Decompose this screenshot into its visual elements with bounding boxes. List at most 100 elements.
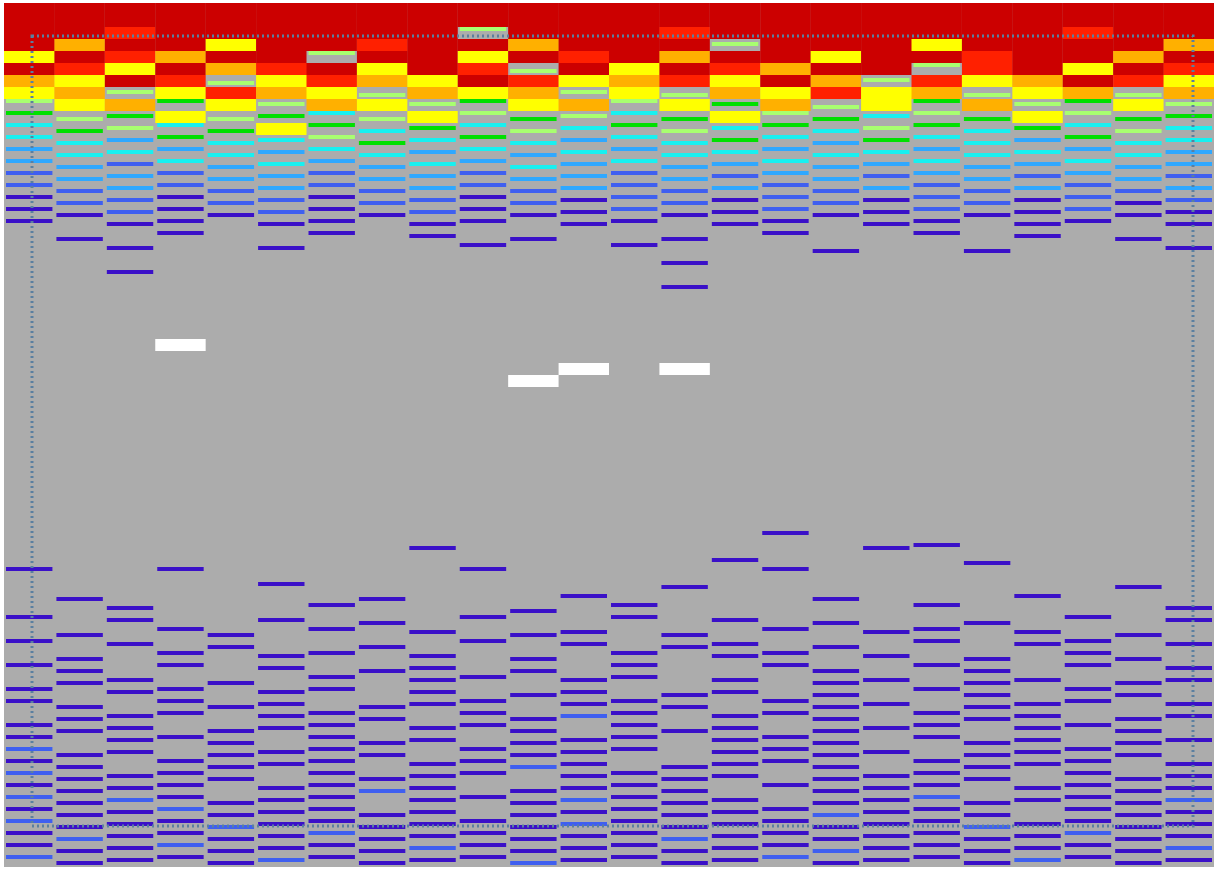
cell: [106, 210, 154, 214]
cell: [459, 207, 507, 211]
cell: [157, 663, 204, 667]
cell: [4, 75, 55, 87]
cell: [207, 729, 255, 733]
cell: [1064, 207, 1112, 211]
cell: [1165, 834, 1212, 838]
cell: [1064, 639, 1112, 643]
cell: [54, 39, 105, 51]
cell: [760, 3, 811, 15]
cell: [457, 87, 509, 99]
cell: [510, 837, 557, 841]
cell: [4, 39, 55, 51]
cell: [157, 807, 204, 811]
cell: [1113, 99, 1164, 111]
cell: [963, 117, 1011, 121]
cell: [711, 222, 759, 226]
cell: [54, 15, 105, 27]
cell: [911, 75, 962, 87]
cell: [913, 663, 960, 667]
cell: [1165, 774, 1212, 778]
cell: [560, 642, 607, 646]
cell: [409, 846, 456, 850]
cell: [356, 15, 408, 27]
cell: [356, 39, 408, 51]
cell: [863, 702, 910, 706]
cell: [611, 675, 658, 679]
cell: [358, 837, 406, 841]
cell: [560, 714, 607, 718]
cell: [207, 153, 255, 157]
cell: [709, 75, 761, 87]
cell: [459, 615, 507, 619]
cell: [812, 249, 860, 253]
cell: [1014, 702, 1061, 706]
cell: [863, 186, 910, 190]
cell: [560, 702, 607, 706]
cell: [6, 663, 53, 667]
cell: [457, 51, 509, 63]
cell: [308, 759, 355, 763]
cell: [762, 231, 809, 235]
cell: [207, 825, 255, 829]
cell: [56, 165, 103, 169]
cell: [54, 75, 105, 87]
cell: [157, 759, 204, 763]
cell: [510, 177, 557, 181]
cell: [762, 735, 809, 739]
cell: [863, 786, 910, 790]
cell: [762, 807, 809, 811]
cell: [711, 558, 759, 562]
cell: [609, 87, 660, 99]
cell: [810, 63, 862, 75]
cell: [157, 99, 204, 103]
cell: [155, 51, 206, 63]
cell: [1165, 174, 1212, 178]
cell: [611, 183, 658, 187]
cell: [812, 753, 860, 757]
cell: [510, 765, 557, 769]
cell: [56, 129, 103, 133]
cell: [258, 666, 305, 670]
cell: [762, 843, 809, 847]
cell: [1115, 789, 1162, 793]
cell: [963, 813, 1011, 817]
cell: [711, 714, 759, 718]
cell: [104, 63, 156, 75]
cell: [1064, 699, 1112, 703]
cell: [560, 114, 607, 118]
cell: [812, 825, 860, 829]
cell: [407, 27, 458, 39]
cell: [863, 654, 910, 658]
cell: [661, 813, 708, 817]
cell: [762, 831, 809, 835]
cell: [4, 3, 55, 15]
cell: [1163, 27, 1214, 39]
cell: [1165, 858, 1212, 862]
cell: [560, 690, 607, 694]
cell: [762, 147, 809, 151]
cell: [258, 654, 305, 658]
cell: [812, 849, 860, 853]
cell: [1113, 3, 1164, 15]
cell: [913, 63, 960, 67]
cell: [6, 183, 53, 187]
cell: [207, 213, 255, 217]
cell: [913, 135, 960, 139]
cell: [409, 630, 456, 634]
cell: [812, 669, 860, 673]
cell: [913, 123, 960, 127]
cell: [1163, 39, 1214, 51]
cell: [258, 222, 305, 226]
cell: [56, 669, 103, 673]
cell: [306, 3, 357, 15]
cell: [508, 27, 559, 39]
cell: [709, 111, 761, 123]
cell: [913, 687, 960, 691]
cell: [308, 195, 355, 199]
cell: [358, 213, 406, 217]
cell: [508, 39, 559, 51]
cell: [1064, 843, 1112, 847]
cell: [711, 774, 759, 778]
cell: [459, 771, 507, 775]
cell: [106, 750, 154, 754]
